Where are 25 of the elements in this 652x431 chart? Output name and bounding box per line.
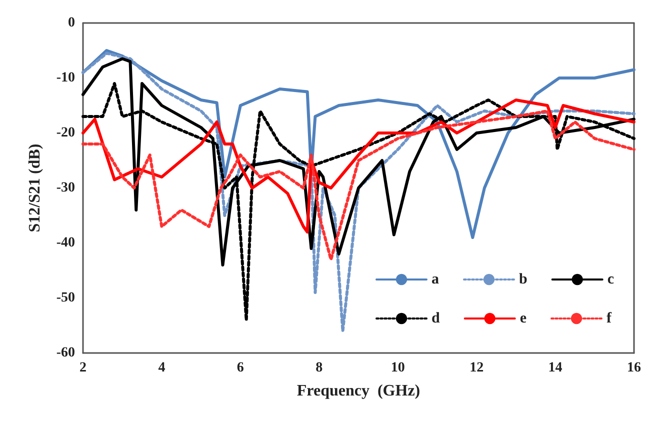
x-tick-label: 10	[390, 360, 405, 376]
y-tick-label: -60	[56, 346, 75, 360]
y-tick-label: -20	[56, 126, 75, 140]
line-series	[82, 110, 636, 261]
y-tick-label: -50	[56, 290, 75, 306]
x-tick-label: 2	[80, 360, 86, 376]
legend-label: b	[519, 272, 528, 288]
legend-label: f	[606, 310, 612, 326]
y-tick-label: -10	[56, 70, 75, 86]
x-tick-label: 12	[470, 360, 484, 376]
y-tick-label: -30	[56, 180, 75, 196]
line-series	[82, 98, 636, 234]
legend-label: c	[607, 272, 614, 288]
y-axis-title: S12/S21 (dB)	[26, 144, 44, 232]
y-tick-label: 0	[68, 16, 75, 30]
x-tick-label: 6	[236, 360, 244, 376]
x-tick-label: 8	[316, 360, 323, 376]
legend-label: a	[432, 272, 440, 288]
x-tick-label: 16	[627, 360, 641, 376]
y-tick-label: -40	[56, 236, 75, 250]
x-axis-title: Frequency (GHz)	[296, 382, 420, 400]
legend-label: e	[520, 310, 527, 326]
legend-label: d	[432, 310, 440, 326]
x-tick-label: 14	[548, 360, 562, 376]
x-tick-label: 4	[158, 360, 166, 376]
